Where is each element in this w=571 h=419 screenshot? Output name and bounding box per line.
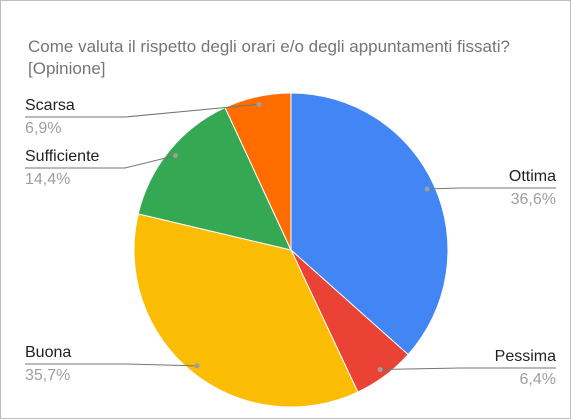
leader-line	[380, 367, 556, 371]
slice-label: Scarsa	[25, 97, 75, 114]
slice-value-label: 6,4%	[520, 371, 556, 388]
leader-dot	[377, 367, 383, 373]
pie-slice	[290, 92, 449, 356]
leader-dot	[194, 363, 200, 369]
leader-dot	[424, 186, 430, 192]
chart-title: Come valuta il rispetto degli orari e/o …	[28, 37, 510, 78]
slice-value-label: 35,7%	[25, 367, 70, 384]
leader-dot	[172, 153, 178, 159]
slice-label: Ottima	[509, 168, 556, 185]
slice-label: Buona	[25, 344, 71, 361]
leader-line	[427, 187, 556, 190]
slice-value-label: 14,4%	[25, 171, 70, 188]
leader-line	[25, 155, 176, 169]
slice-value-label: 36,6%	[511, 191, 556, 208]
slice-label: Pessima	[495, 348, 556, 365]
slice-label: Sufficiente	[25, 148, 100, 165]
leader-line	[25, 103, 259, 118]
leader-line	[25, 363, 198, 367]
pie-slice	[137, 106, 292, 251]
leader-dot	[256, 101, 262, 107]
pie-slice	[133, 213, 359, 408]
slice-value-label: 6,9%	[25, 120, 61, 137]
